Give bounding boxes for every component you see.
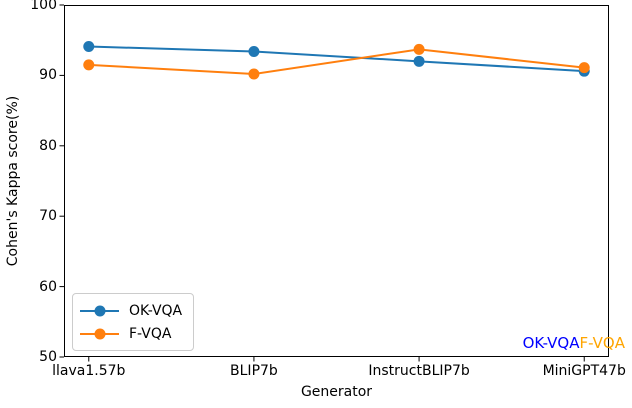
legend: OK-VQA F-VQA <box>72 293 195 351</box>
x-tick-label: InstructBLIP7b <box>368 363 470 379</box>
legend-dot <box>94 328 105 339</box>
data-point-ok-vqa <box>83 41 95 53</box>
x-axis-label: Generator <box>300 384 373 400</box>
axes-spines <box>64 5 609 357</box>
plot-area <box>59 4 609 362</box>
y-tick-label: 100 <box>30 0 57 13</box>
data-point-f-vqa <box>413 43 425 55</box>
data-point-f-vqa <box>578 62 590 74</box>
legend-label: F-VQA <box>129 325 172 342</box>
legend-line-marker <box>80 328 119 339</box>
x-tick-label: llava1.57b <box>52 363 126 379</box>
y-axis-label: Cohen's Kappa score(%) <box>5 95 21 267</box>
data-point-ok-vqa <box>413 55 425 67</box>
annotation-ok-vqa: OK-VQA <box>522 334 580 352</box>
y-tick-label: 80 <box>39 137 57 154</box>
legend-label: OK-VQA <box>129 302 183 319</box>
series-line-f-vqa <box>88 48 585 75</box>
y-tick-label: 70 <box>39 208 57 225</box>
annotation-f-vqa: F-VQA <box>579 334 626 352</box>
x-tick-label: MiniGPT47b <box>542 363 626 379</box>
legend-item-ok-vqa: OK-VQA <box>80 299 182 322</box>
data-point-ok-vqa <box>248 45 260 57</box>
y-tick-label: 50 <box>39 349 57 365</box>
data-point-f-vqa <box>83 59 95 71</box>
data-point-f-vqa <box>248 68 260 80</box>
legend-line-marker <box>80 305 119 316</box>
y-tick-label: 60 <box>39 278 57 295</box>
y-tick-label: 90 <box>39 67 57 84</box>
legend-dot <box>94 305 105 316</box>
legend-item-f-vqa: F-VQA <box>80 322 182 345</box>
x-tick-label: BLIP7b <box>230 363 278 379</box>
corner-annotation: OK-VQA F-VQA <box>523 334 625 352</box>
series-line-ok-vqa <box>88 45 585 73</box>
